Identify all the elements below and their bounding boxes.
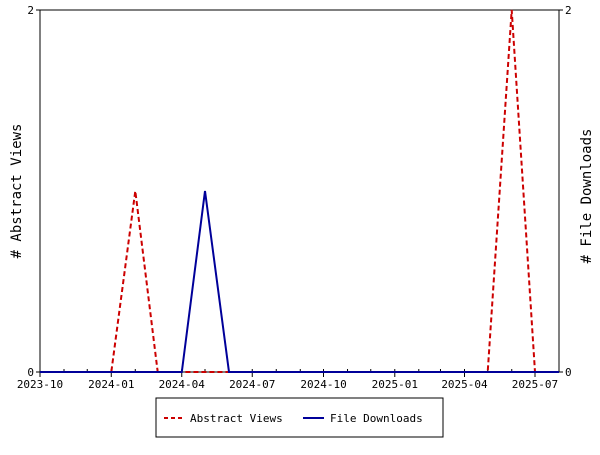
x-tick-label: 2023-10 <box>17 378 63 391</box>
x-tick-label: 2024-07 <box>229 378 275 391</box>
plot-area <box>39 9 560 373</box>
series-line-file-downloads <box>40 190 559 373</box>
series-group <box>40 9 559 373</box>
legend: Abstract Views File Downloads <box>155 397 444 438</box>
x-tick-label: 2024-04 <box>159 378 206 391</box>
y-right-tick-label: 2 <box>565 4 572 17</box>
y-axis-right-title: # File Downloads <box>579 129 595 264</box>
y-axis-right: 02 <box>559 4 572 379</box>
x-tick-label: 2024-10 <box>300 378 346 391</box>
x-axis: 2023-10 2024-01 2024-04 2024-07 2024-10 2025-… <box>17 369 560 391</box>
x-tick-label: 2025-04 <box>441 378 488 391</box>
legend-label-file-downloads: File Downloads <box>330 412 423 425</box>
y-axis-left: 02 <box>27 4 40 379</box>
y-left-tick-label: 2 <box>27 4 34 17</box>
x-tick-label: 2024-01 <box>88 378 134 391</box>
x-tick-label: 2025-07 <box>512 378 558 391</box>
legend-label-abstract-views: Abstract Views <box>190 412 283 425</box>
x-tick-label: 2025-01 <box>372 378 418 391</box>
legend-box <box>155 397 444 438</box>
y-right-tick-label: 0 <box>565 366 572 379</box>
y-left-tick-label: 0 <box>27 366 34 379</box>
y-axis-left-title: # Abstract Views <box>9 124 25 259</box>
